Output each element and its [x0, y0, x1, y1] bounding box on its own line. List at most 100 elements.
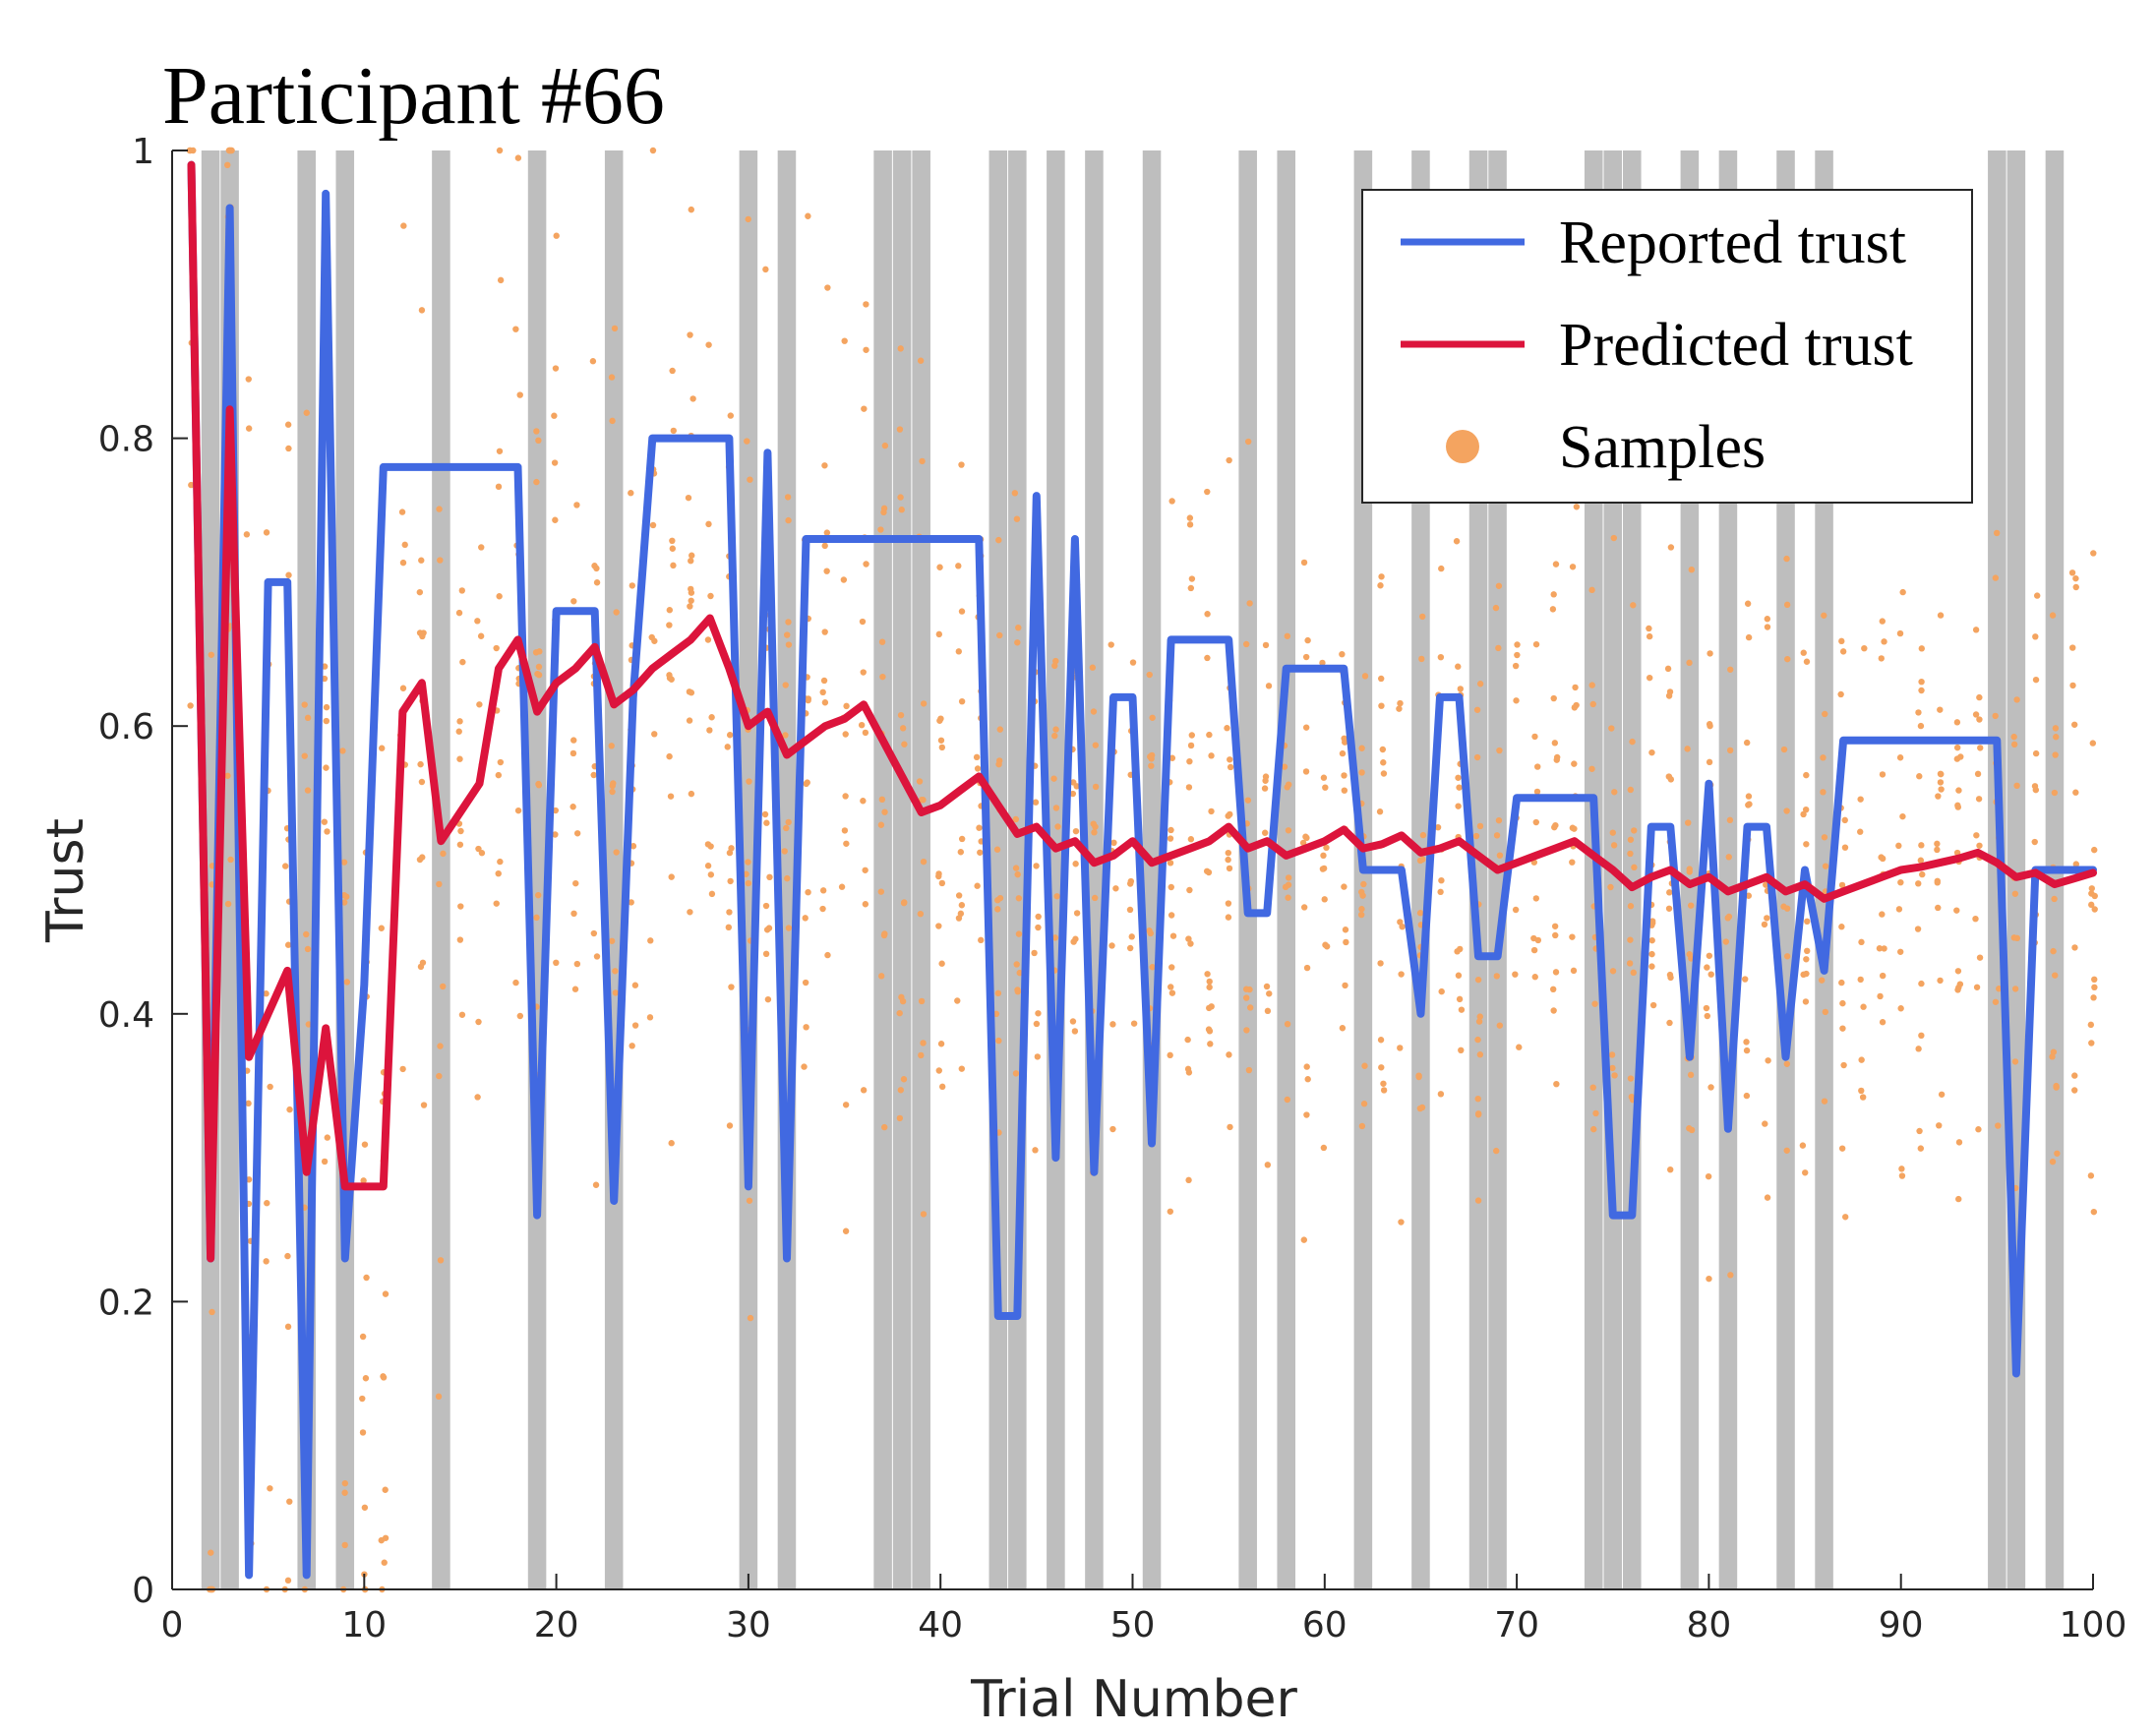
- sample-point: [224, 772, 231, 779]
- sample-point: [996, 726, 1004, 733]
- sample-point: [1570, 967, 1578, 975]
- sample-point: [1857, 976, 1864, 984]
- sample-point: [955, 648, 962, 655]
- sample-point: [2013, 782, 2020, 789]
- sample-point: [1954, 804, 1961, 810]
- sample-point: [1667, 544, 1675, 551]
- sample-point: [1091, 829, 1098, 836]
- sample-point: [2051, 895, 2058, 903]
- sample-point: [1167, 835, 1174, 842]
- sample-point: [573, 502, 580, 508]
- sample-point: [744, 438, 750, 445]
- sample-point: [1934, 840, 1941, 848]
- sample-point: [1358, 769, 1365, 776]
- sample-point: [1626, 960, 1634, 967]
- sample-point: [1666, 971, 1674, 979]
- sample-point: [1705, 1172, 1712, 1180]
- sample-point: [2049, 612, 2057, 619]
- sample-point: [801, 1063, 808, 1070]
- sample-point: [1917, 857, 1925, 864]
- sample-point: [762, 950, 770, 958]
- sample-point: [647, 937, 654, 944]
- sample-point: [245, 1100, 252, 1107]
- sample-point: [1838, 881, 1846, 889]
- sample-point: [512, 326, 519, 332]
- sample-point: [897, 494, 904, 501]
- sample-point: [728, 984, 735, 990]
- sample-point: [1839, 999, 1846, 1007]
- sample-point: [1496, 852, 1504, 859]
- sample-point: [1380, 1080, 1387, 1087]
- sample-point: [1896, 948, 1904, 955]
- sample-point: [1917, 722, 1925, 730]
- sample-point: [1071, 1028, 1079, 1035]
- sample-point: [2053, 1084, 2060, 1091]
- sample-point: [1437, 653, 1445, 661]
- sample-point: [1649, 1001, 1657, 1009]
- y-tick-label-0.8: 0.8: [98, 420, 154, 460]
- sample-point: [1895, 906, 1903, 913]
- legend-predicted-label: Predicted trust: [1559, 312, 1913, 379]
- sample-point: [420, 1102, 428, 1108]
- sample-point: [321, 1158, 329, 1166]
- sample-point: [304, 787, 312, 794]
- sample-point: [1977, 745, 1984, 751]
- sample-point: [477, 632, 485, 639]
- sample-point: [782, 732, 789, 739]
- sample-point: [1378, 573, 1385, 580]
- sample-point: [1129, 659, 1137, 666]
- sample-point: [553, 959, 560, 967]
- sample-point: [2068, 569, 2076, 576]
- sample-point: [399, 1065, 406, 1073]
- sample-point: [1648, 918, 1656, 925]
- sample-point: [1954, 968, 1962, 975]
- sample-point: [1376, 808, 1384, 815]
- sample-point: [608, 374, 616, 381]
- sample-point: [1686, 866, 1693, 872]
- sample-point: [1859, 1094, 1867, 1101]
- sample-point: [553, 232, 560, 239]
- sample-point: [572, 879, 579, 887]
- sample-point: [916, 778, 924, 785]
- sample-point: [456, 841, 464, 848]
- sample-point: [1474, 976, 1482, 984]
- sample-point: [1938, 770, 1945, 778]
- sample-point: [1187, 940, 1194, 947]
- sample-point: [263, 1258, 270, 1265]
- sample-point: [957, 910, 965, 918]
- failure-shade-trial-37: [873, 150, 892, 1589]
- sample-point: [727, 412, 735, 419]
- sample-point: [1455, 803, 1462, 809]
- sample-point: [1706, 952, 1713, 959]
- sample-point: [821, 462, 828, 469]
- sample-point: [552, 516, 559, 523]
- failure-shade-trial-76: [1623, 150, 1642, 1589]
- sample-point: [995, 760, 1002, 768]
- sample-point: [1147, 753, 1154, 760]
- sample-point: [1876, 945, 1884, 952]
- sample-point: [1397, 919, 1404, 926]
- sample-point: [1168, 964, 1175, 971]
- sample-point: [1646, 674, 1653, 682]
- sample-point: [1804, 947, 1811, 955]
- sample-point: [1534, 763, 1541, 770]
- sample-point: [843, 840, 850, 847]
- y-axis-label: Trust: [36, 818, 95, 943]
- sample-point: [977, 849, 984, 856]
- sample-point: [1858, 938, 1865, 946]
- sample-point: [1147, 929, 1154, 937]
- sample-point: [2090, 1208, 2098, 1216]
- sample-point: [1821, 834, 1828, 841]
- sample-point: [1419, 613, 1426, 621]
- sample-point: [1014, 988, 1022, 995]
- sample-point: [1109, 1021, 1116, 1028]
- sample-point: [628, 490, 634, 497]
- sample-point: [1285, 827, 1292, 834]
- failure-shade-trial-86: [1815, 150, 1833, 1589]
- sample-point: [323, 717, 330, 725]
- sample-point: [1630, 602, 1637, 609]
- sample-point: [1592, 1109, 1599, 1117]
- sample-point: [2091, 846, 2098, 854]
- sample-point: [1648, 963, 1655, 970]
- sample-point: [417, 760, 424, 768]
